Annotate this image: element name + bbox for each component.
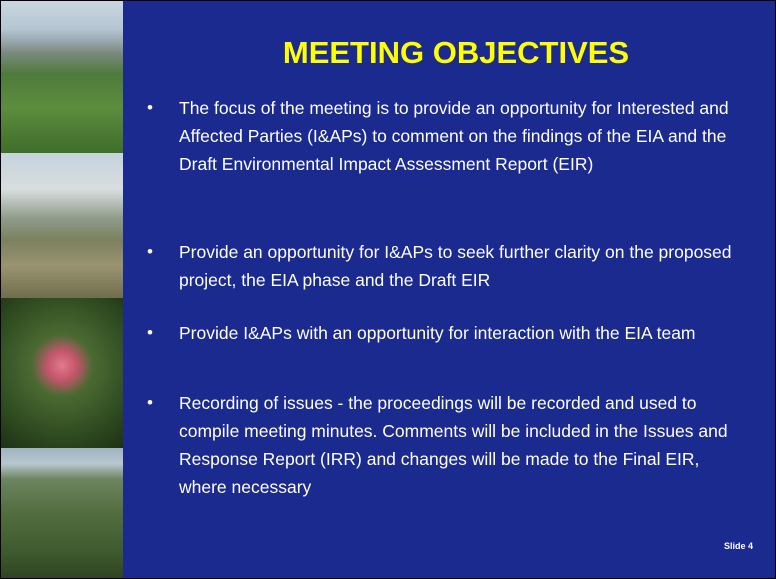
bullet-dot: • (147, 98, 153, 118)
photo-dunes (1, 153, 123, 298)
bullet-dot: • (147, 323, 153, 343)
slide: MEETING OBJECTIVES • The focus of the mee… (0, 0, 776, 579)
bullet-text: Provide I&APs with an opportunity for in… (179, 319, 751, 347)
page: {"slide": { "title": "MEETING OBJECTIVES… (0, 0, 776, 579)
bullet-text: Provide an opportunity for I&APs to seek… (179, 238, 751, 294)
bullet-text: The focus of the meeting is to provide a… (179, 94, 751, 178)
bullet-dot: • (147, 242, 153, 262)
bullet-text: Recording of issues - the proceedings wi… (179, 389, 751, 501)
photo-coast (1, 1, 123, 153)
bullet-dot: • (147, 393, 153, 413)
photo-flower (1, 298, 123, 448)
slide-title: MEETING OBJECTIVES (161, 35, 751, 71)
photo-vegetation (1, 448, 123, 578)
slide-number: Slide 4 (724, 541, 753, 551)
